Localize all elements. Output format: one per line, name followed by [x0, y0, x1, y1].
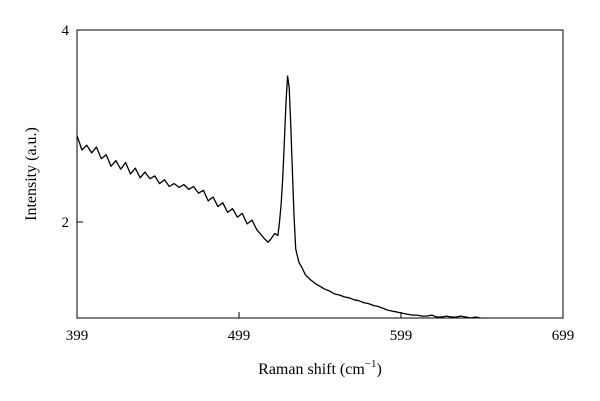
- x-tick-label: 499: [228, 328, 251, 344]
- spectrum-line: [76, 75, 481, 319]
- y-tick-label: 2: [62, 215, 70, 231]
- plot-frame: [76, 29, 564, 319]
- x-tick-label: 599: [390, 328, 413, 344]
- x-tick-label: 699: [552, 328, 575, 344]
- y-tick-label: 4: [62, 23, 70, 39]
- x-axis-label-unit: cm: [345, 361, 365, 378]
- x-axis-label-text: Raman shift (: [258, 361, 345, 378]
- x-axis-label: Raman shift (cm−1): [258, 358, 382, 378]
- x-tick-label: 399: [66, 328, 89, 344]
- y-axis-label: Intensity (a.u.): [23, 127, 40, 221]
- x-axis-ticks: 399 499 599 699: [66, 312, 575, 344]
- x-axis-label-close: ): [377, 361, 382, 378]
- x-axis-label-exponent: −1: [365, 358, 377, 370]
- y-axis-ticks: 24: [62, 23, 83, 231]
